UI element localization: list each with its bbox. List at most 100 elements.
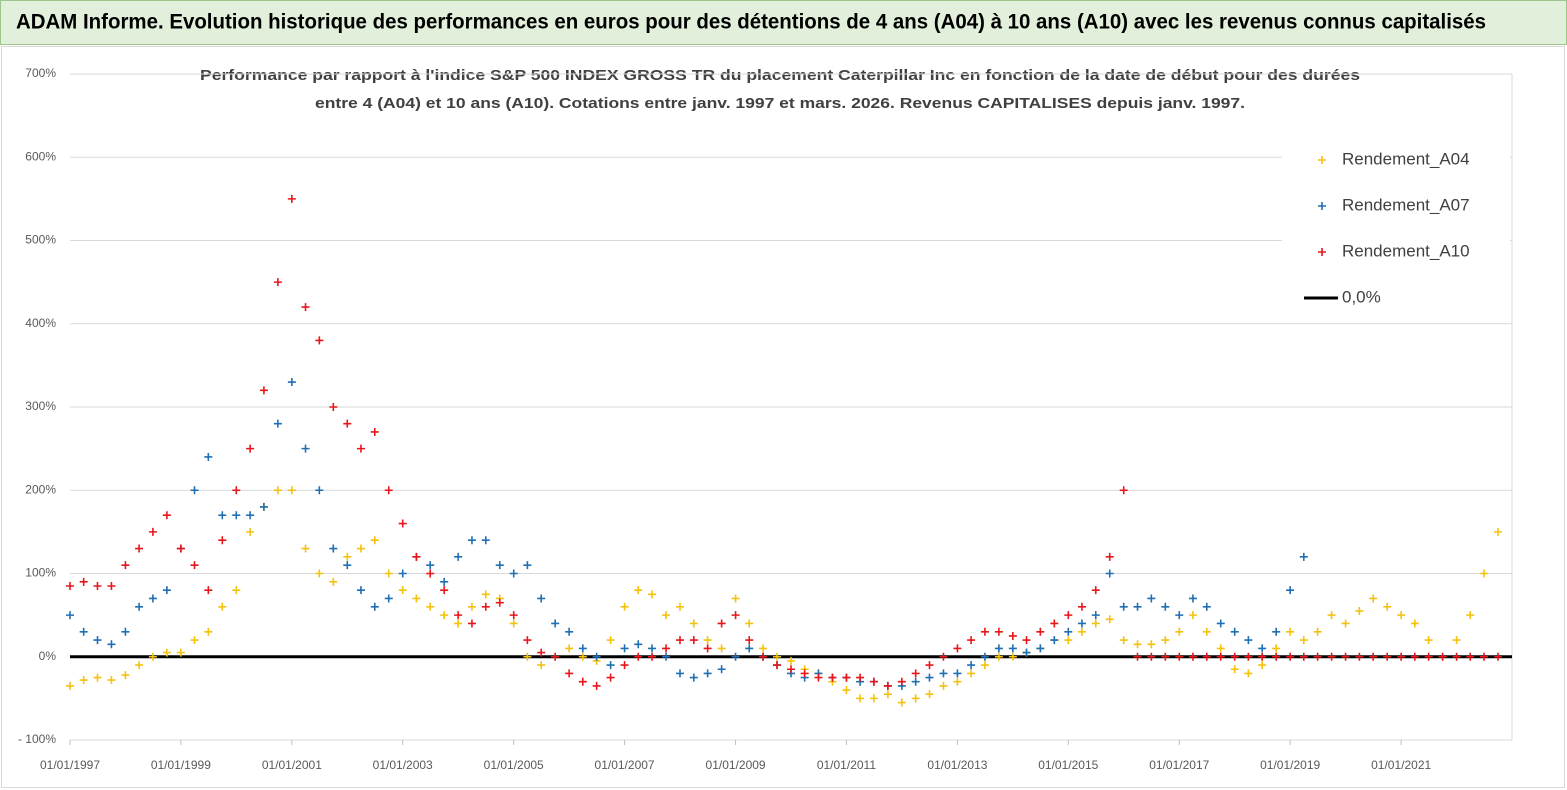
point (495, 598, 504, 607)
point (592, 681, 601, 690)
point (1299, 552, 1308, 561)
point (689, 619, 698, 628)
point (967, 636, 976, 645)
x-tick-label: 01/01/1999 (151, 758, 211, 772)
point (1383, 602, 1392, 611)
point (1064, 636, 1073, 645)
point (1161, 652, 1170, 661)
point (523, 652, 532, 661)
point (1286, 627, 1295, 636)
point (1480, 652, 1489, 661)
point (565, 669, 574, 678)
point (1244, 669, 1253, 678)
y-tick-label: 300% (25, 399, 56, 413)
point (675, 636, 684, 645)
legend-label: Rendement_A10 (1342, 241, 1470, 260)
point (1480, 569, 1489, 578)
point (1494, 527, 1503, 536)
point (1244, 652, 1253, 661)
point (1188, 652, 1197, 661)
point (1091, 586, 1100, 595)
point (994, 652, 1003, 661)
point (856, 694, 865, 703)
point (925, 690, 934, 699)
point (440, 611, 449, 620)
y-tick-label: 200% (25, 482, 56, 496)
point (869, 677, 878, 686)
point (1466, 611, 1475, 620)
point (1299, 636, 1308, 645)
point (121, 671, 130, 680)
point (703, 636, 712, 645)
point (1424, 652, 1433, 661)
point (1258, 661, 1267, 670)
point (1133, 652, 1142, 661)
point (1313, 627, 1322, 636)
point (787, 665, 795, 674)
point (93, 581, 102, 590)
point (634, 640, 643, 649)
point (162, 511, 171, 520)
point (79, 627, 88, 636)
point (218, 511, 227, 520)
point (1022, 636, 1031, 645)
point (1161, 602, 1170, 611)
point (356, 586, 365, 595)
point (162, 648, 171, 657)
point (176, 544, 185, 553)
point (662, 644, 671, 653)
point (107, 581, 116, 590)
point (426, 602, 435, 611)
x-tick-label: 01/01/2009 (706, 758, 766, 772)
point (675, 669, 684, 678)
point (454, 619, 463, 628)
point (800, 669, 809, 678)
point (1272, 652, 1281, 661)
point (1077, 627, 1086, 636)
point (1216, 652, 1225, 661)
point (1105, 615, 1114, 624)
point (204, 452, 213, 461)
point (1188, 594, 1197, 603)
point (1091, 611, 1100, 620)
point (1022, 648, 1031, 657)
point (398, 586, 407, 595)
point (1355, 606, 1364, 615)
point (648, 652, 657, 661)
point (883, 681, 892, 690)
point (66, 611, 74, 620)
point (93, 673, 102, 682)
header-band (0, 0, 1567, 45)
point (967, 669, 976, 678)
point (939, 681, 948, 690)
point (967, 661, 976, 670)
point (648, 590, 657, 599)
point (370, 427, 379, 436)
y-tick-label: 500% (25, 233, 56, 247)
y-tick-label: 400% (25, 316, 56, 330)
point (911, 694, 920, 703)
point (79, 676, 88, 685)
point (980, 652, 989, 661)
y-tick-label: 600% (25, 149, 56, 163)
point (1397, 611, 1406, 620)
point (634, 586, 643, 595)
point (953, 677, 962, 686)
point (537, 594, 546, 603)
point (481, 602, 490, 611)
point (246, 511, 255, 520)
point (329, 577, 338, 586)
point (1175, 652, 1184, 661)
point (717, 619, 726, 628)
point (1327, 611, 1336, 620)
point (1147, 594, 1156, 603)
point (897, 698, 906, 707)
point (897, 677, 906, 686)
header-title: ADAM Informe. Evolution historique des p… (16, 11, 1486, 34)
point (301, 544, 310, 553)
point (745, 644, 754, 653)
y-tick-label: 100% (25, 566, 56, 580)
point (703, 644, 712, 653)
point (426, 561, 435, 570)
series (66, 194, 1503, 690)
